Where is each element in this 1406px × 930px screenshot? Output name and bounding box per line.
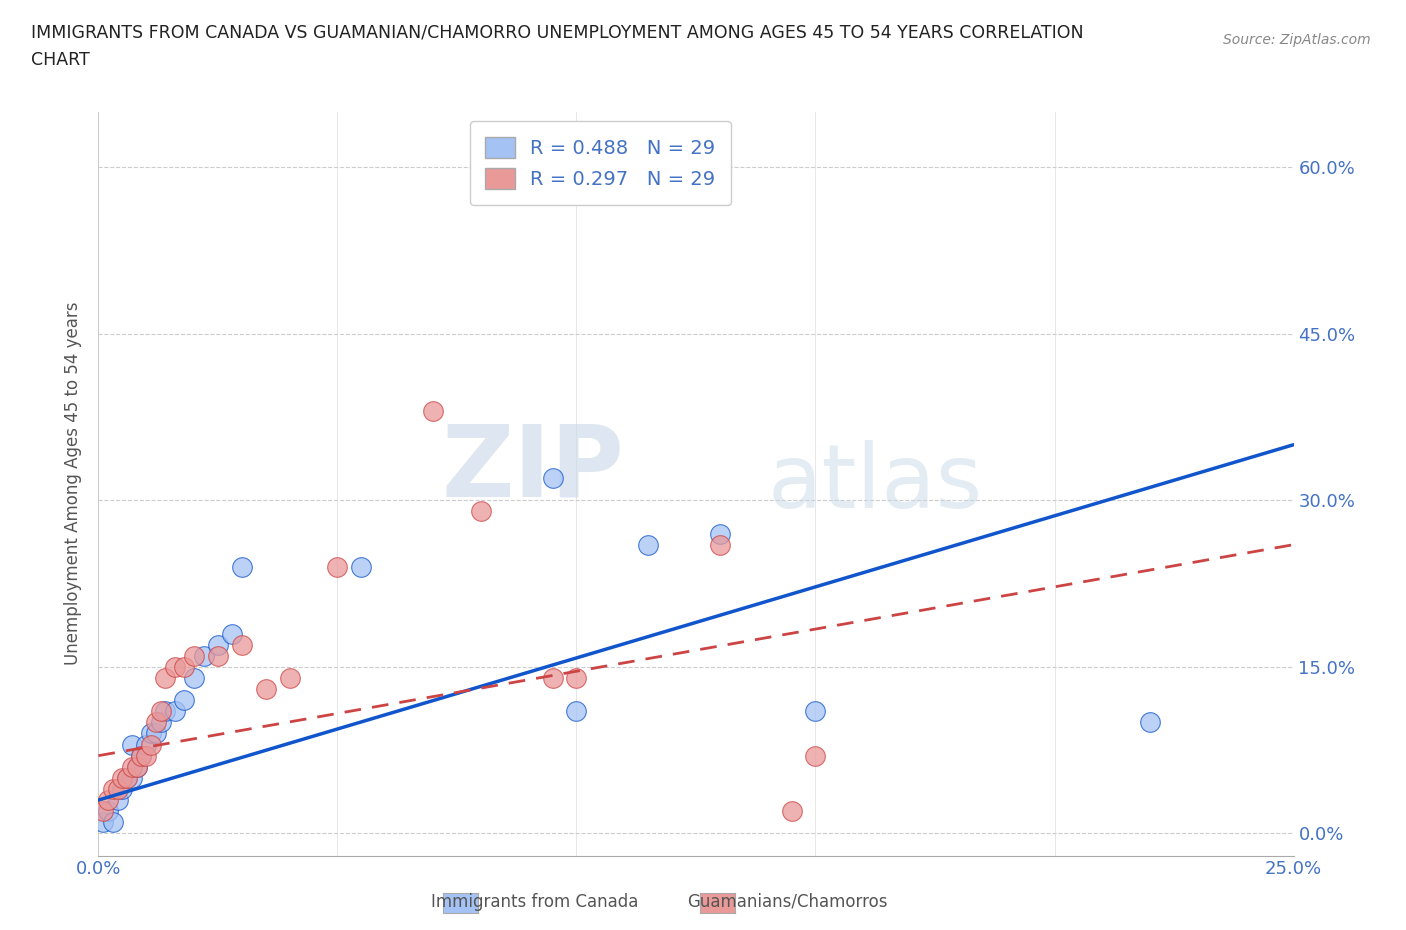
Point	[254, 682, 277, 697]
Point	[145, 726, 167, 741]
Point	[541, 471, 564, 485]
Point	[155, 704, 177, 719]
Text: Source: ZipAtlas.com: Source: ZipAtlas.com	[1223, 33, 1371, 46]
Point	[780, 804, 803, 818]
Point	[91, 815, 114, 830]
Point	[131, 749, 153, 764]
Point	[231, 637, 253, 652]
Y-axis label: Unemployment Among Ages 45 to 54 years: Unemployment Among Ages 45 to 54 years	[65, 302, 83, 665]
Legend: R = 0.488   N = 29, R = 0.297   N = 29: R = 0.488 N = 29, R = 0.297 N = 29	[470, 121, 731, 205]
Point	[101, 781, 124, 796]
Point	[804, 704, 827, 719]
Point	[565, 704, 588, 719]
Point	[101, 815, 124, 830]
Point	[121, 737, 143, 752]
Point	[139, 726, 162, 741]
Point	[149, 715, 172, 730]
Point	[163, 704, 186, 719]
Point	[183, 671, 205, 685]
Point	[155, 671, 177, 685]
Point	[125, 759, 148, 774]
Point	[183, 648, 205, 663]
Point	[97, 804, 120, 818]
Point	[121, 770, 143, 785]
Point	[804, 749, 827, 764]
Point	[115, 770, 138, 785]
Point	[139, 737, 162, 752]
Point	[163, 659, 186, 674]
Point	[97, 792, 120, 807]
Point	[470, 504, 492, 519]
Point	[107, 781, 129, 796]
Point	[173, 693, 195, 708]
Point	[135, 737, 157, 752]
Text: ZIP: ZIP	[441, 420, 624, 517]
Point	[207, 637, 229, 652]
Point	[1139, 715, 1161, 730]
Text: CHART: CHART	[31, 51, 90, 69]
Point	[278, 671, 301, 685]
Text: Guamanians/Chamorros: Guamanians/Chamorros	[688, 893, 887, 910]
Point	[125, 759, 148, 774]
Text: atlas: atlas	[768, 440, 983, 527]
Point	[207, 648, 229, 663]
Point	[91, 804, 114, 818]
Point	[107, 792, 129, 807]
Point	[637, 538, 659, 552]
Point	[131, 749, 153, 764]
Point	[541, 671, 564, 685]
Text: IMMIGRANTS FROM CANADA VS GUAMANIAN/CHAMORRO UNEMPLOYMENT AMONG AGES 45 TO 54 YE: IMMIGRANTS FROM CANADA VS GUAMANIAN/CHAM…	[31, 23, 1084, 41]
Point	[121, 759, 143, 774]
Point	[149, 704, 172, 719]
Point	[326, 560, 349, 575]
Point	[135, 749, 157, 764]
Point	[221, 626, 243, 641]
Point	[193, 648, 215, 663]
Point	[145, 715, 167, 730]
Point	[350, 560, 373, 575]
Point	[231, 560, 253, 575]
Point	[422, 404, 444, 418]
Point	[173, 659, 195, 674]
Point	[111, 770, 134, 785]
Point	[111, 781, 134, 796]
Point	[709, 526, 731, 541]
Point	[565, 671, 588, 685]
Text: Immigrants from Canada: Immigrants from Canada	[430, 893, 638, 910]
Point	[115, 770, 138, 785]
Point	[709, 538, 731, 552]
